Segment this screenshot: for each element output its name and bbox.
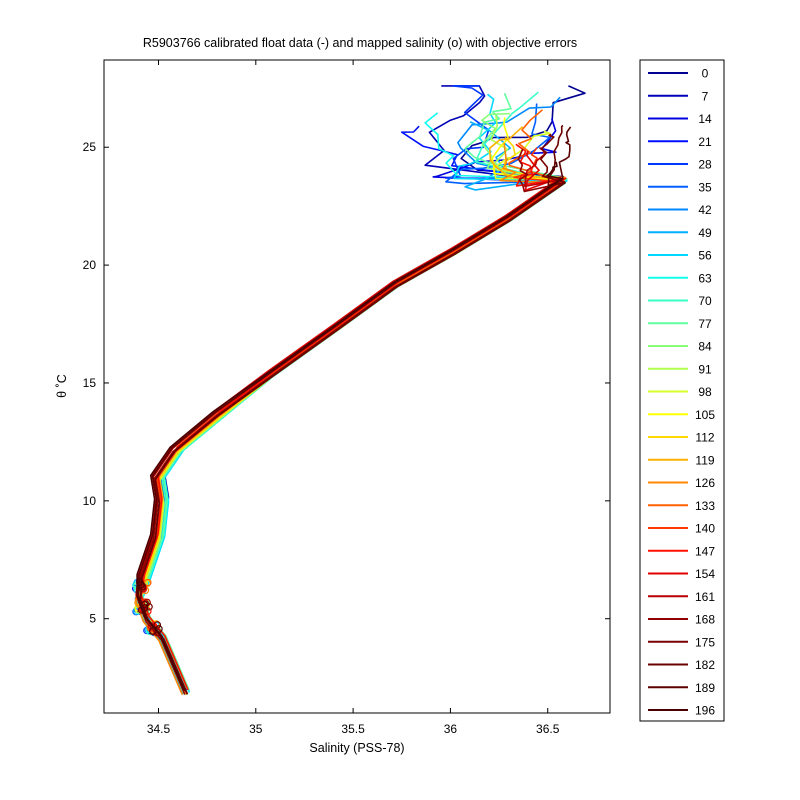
legend-label: 189	[695, 681, 715, 695]
series-line	[139, 124, 566, 695]
legend-label: 119	[695, 453, 714, 467]
y-tick-label: 20	[83, 258, 97, 272]
legend-label: 161	[695, 590, 715, 604]
mapped-point	[144, 578, 152, 587]
series-line	[136, 112, 563, 695]
series-line	[139, 115, 566, 696]
series-line	[136, 147, 563, 692]
legend-label: 63	[698, 271, 712, 285]
legend-label: 77	[698, 317, 712, 331]
x-tick-label: 35.5	[341, 722, 365, 736]
legend: 0 7 14 21 28 35 42 49 56 63 70 77 84 91 98 105 112 119 126…	[639, 59, 725, 722]
series-line	[137, 126, 572, 691]
legend-label: 196	[695, 704, 715, 718]
legend-label: 147	[695, 544, 715, 558]
series-line	[139, 126, 566, 690]
legend-label: 42	[698, 203, 712, 217]
legend-label: 112	[695, 431, 714, 445]
legend-label: 182	[695, 658, 715, 672]
legend-label: 35	[698, 180, 712, 194]
series-line	[139, 117, 565, 695]
legend-label: 14	[698, 112, 712, 126]
y-tick-label: 5	[89, 612, 96, 626]
ticks-layer: 34.5 35 35.5 36 36.5 5 10 15 20 25	[83, 60, 610, 736]
legend-label: 84	[698, 340, 712, 354]
x-tick-label: 36.5	[536, 722, 560, 736]
legend-label: 126	[695, 476, 715, 490]
y-tick-label: 10	[83, 494, 97, 508]
legend-label: 133	[695, 499, 715, 513]
legend-label: 7	[702, 89, 709, 103]
y-tick-label: 25	[83, 140, 97, 154]
legend-label: 91	[698, 362, 712, 376]
y-axis-label: θ ˚C	[55, 374, 69, 398]
series-line	[141, 112, 568, 692]
legend-label: 168	[695, 613, 715, 627]
mapped-point	[153, 621, 162, 629]
legend-label: 140	[695, 522, 715, 536]
y-tick-label: 15	[83, 376, 97, 390]
mapped-point	[155, 625, 163, 633]
legend-label: 70	[698, 294, 712, 308]
series-line	[138, 121, 565, 690]
legend-label: 154	[695, 567, 715, 581]
series-line	[136, 161, 563, 691]
legend-label: 98	[698, 385, 712, 399]
plot-frame	[103, 59, 611, 714]
mapped-point	[137, 580, 145, 589]
mapped-point	[140, 600, 149, 609]
series-line	[139, 109, 565, 694]
series-line	[137, 125, 564, 693]
series-line	[135, 150, 562, 690]
x-axis-label: Salinity (PSS-78)	[309, 741, 404, 755]
series-line	[141, 93, 568, 693]
mapped-point	[145, 602, 153, 611]
data-layer	[132, 85, 586, 696]
legend-label: 21	[698, 135, 712, 149]
legend-label: 0	[702, 67, 709, 81]
series-line	[138, 130, 565, 692]
legend-label: 105	[695, 408, 715, 422]
legend-label: 49	[698, 226, 712, 240]
legend-label: 175	[695, 635, 715, 649]
chart-title: R5903766 calibrated float data (-) and m…	[143, 36, 577, 50]
series-line	[134, 103, 561, 694]
x-tick-label: 35	[249, 722, 263, 736]
x-tick-label: 36	[444, 722, 458, 736]
series-line	[136, 118, 563, 695]
mapped-point	[140, 604, 149, 612]
legend-label: 56	[698, 249, 712, 263]
legend-label: 28	[698, 158, 712, 172]
x-tick-label: 34.5	[147, 722, 171, 736]
